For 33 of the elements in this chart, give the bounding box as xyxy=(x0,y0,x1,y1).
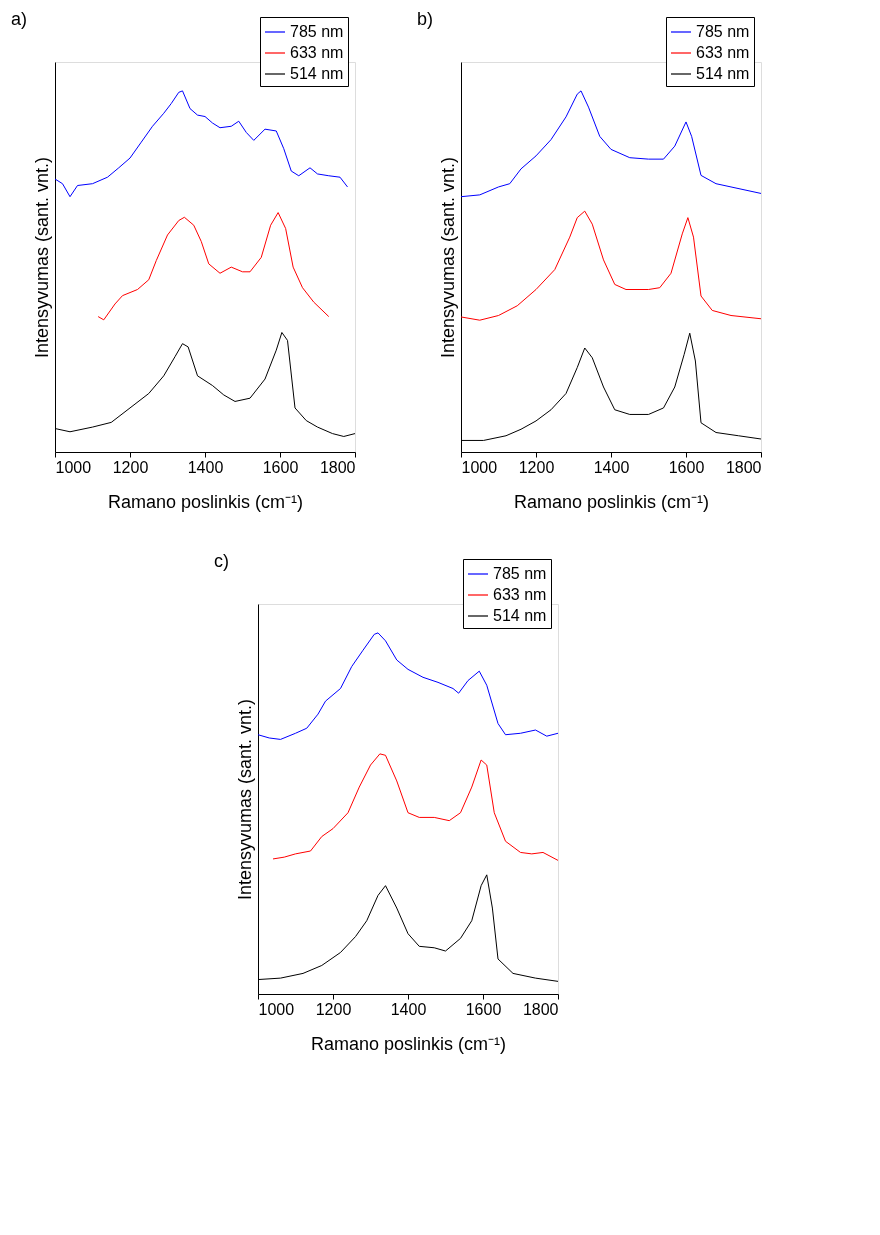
x-tick-label: 1400 xyxy=(390,1000,427,1018)
x-tick-label: 1800 xyxy=(522,1000,559,1018)
x-tick-label: 1600 xyxy=(465,1000,502,1018)
legend-label: 633 nm xyxy=(493,586,547,603)
x-tick-label: 1000 xyxy=(258,1000,295,1018)
legend-label: 633 nm xyxy=(290,44,344,61)
x-tick-label: 1400 xyxy=(593,458,630,476)
x-tick-label: 1400 xyxy=(187,458,224,476)
x-tick-label: 1800 xyxy=(319,458,356,476)
chart-title: a) xyxy=(11,8,28,29)
legend-label: 514 nm xyxy=(493,607,547,624)
x-tick-label: 1800 xyxy=(725,458,762,476)
x-tick-label: 1600 xyxy=(668,458,705,476)
x-tick-label: 1200 xyxy=(112,458,149,476)
legend-label: 514 nm xyxy=(696,65,750,82)
x-tick-label: 1000 xyxy=(461,458,498,476)
chart-title: c) xyxy=(214,550,229,571)
x-tick-label: 1000 xyxy=(55,458,92,476)
y-axis-title: Intensyvumas (sant. vnt.) xyxy=(437,156,458,359)
legend-label: 514 nm xyxy=(290,65,344,82)
x-axis-title: Ramano poslinkis (cm⁻¹) xyxy=(310,1033,507,1054)
y-axis-title: Intensyvumas (sant. vnt.) xyxy=(31,156,52,359)
legend-label: 785 nm xyxy=(290,23,344,40)
x-tick-label: 1600 xyxy=(262,458,299,476)
x-axis-title: Ramano poslinkis (cm⁻¹) xyxy=(107,491,304,512)
x-tick-label: 1200 xyxy=(315,1000,352,1018)
legend-label: 633 nm xyxy=(696,44,750,61)
y-axis-title: Intensyvumas (sant. vnt.) xyxy=(234,698,255,901)
x-tick-label: 1200 xyxy=(518,458,555,476)
legend-label: 785 nm xyxy=(493,565,547,582)
x-axis-title: Ramano poslinkis (cm⁻¹) xyxy=(513,491,710,512)
legend-label: 785 nm xyxy=(696,23,750,40)
chart-title: b) xyxy=(417,8,434,29)
